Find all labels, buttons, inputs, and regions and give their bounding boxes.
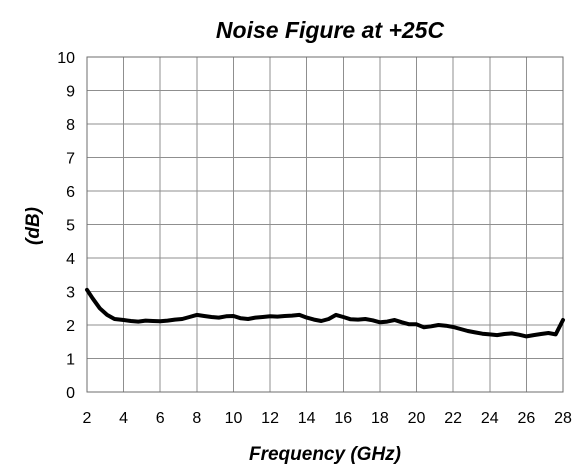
- y-tick-label-9: 9: [66, 84, 75, 101]
- y-tick-label-10: 10: [57, 50, 75, 67]
- y-tick-label-8: 8: [66, 117, 75, 134]
- x-tick-label-12: 12: [261, 410, 279, 427]
- x-tick-label-8: 8: [192, 410, 201, 427]
- y-axis-label: (dB): [23, 207, 44, 245]
- x-tick-label-6: 6: [156, 410, 165, 427]
- y-tick-label-3: 3: [66, 285, 75, 302]
- series-lines: [85, 287, 565, 339]
- x-tick-label-22: 22: [444, 410, 462, 427]
- plot-area-frame: [86, 56, 564, 393]
- y-tick-label-2: 2: [66, 318, 75, 335]
- y-tick-label-6: 6: [66, 184, 75, 201]
- x-tick-label-20: 20: [408, 410, 426, 427]
- x-tick-label-10: 10: [225, 410, 243, 427]
- noise-figure-series-line-0: [85, 287, 565, 339]
- y-tick-label-4: 4: [66, 251, 75, 268]
- x-tick-label-16: 16: [334, 410, 352, 427]
- y-tick-label-0: 0: [66, 385, 75, 402]
- x-tick-label-28: 28: [554, 410, 572, 427]
- y-tick-label-1: 1: [66, 352, 75, 369]
- x-tick-label-4: 4: [119, 410, 128, 427]
- x-tick-label-26: 26: [517, 410, 535, 427]
- x-tick-label-14: 14: [298, 410, 316, 427]
- y-tick-label-7: 7: [66, 151, 75, 168]
- x-tick-label-2: 2: [83, 410, 92, 427]
- x-tick-label-24: 24: [481, 410, 499, 427]
- y-tick-label-5: 5: [66, 218, 75, 235]
- chart-title: Noise Figure at +25C: [216, 17, 445, 43]
- x-axis-label: Frequency (GHz): [249, 444, 401, 465]
- grid-lines: [86, 56, 564, 393]
- x-tick-label-18: 18: [371, 410, 389, 427]
